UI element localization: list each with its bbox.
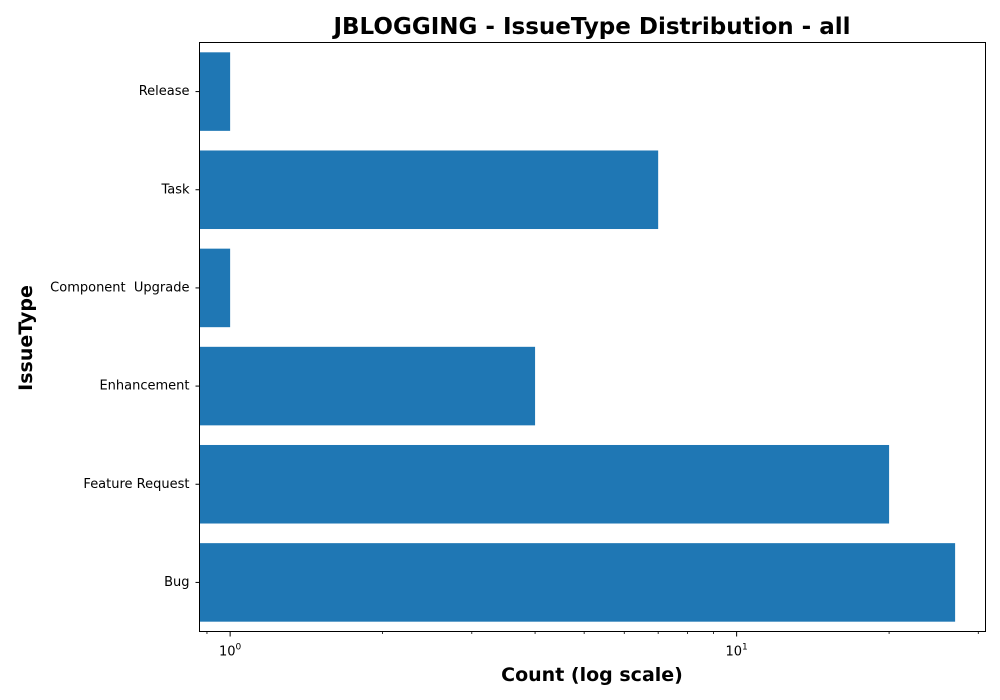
bar — [199, 52, 231, 131]
y-axis: Release Task Component Upgrade Enhancement F… — [50, 84, 200, 590]
y-axis-label: IssueType — [15, 285, 37, 391]
bar — [199, 248, 231, 328]
x-axis-label: Count (log scale) — [501, 664, 683, 686]
y-tick-label: Bug — [164, 575, 189, 590]
chart-title: JBLOGGING - IssueType Distribution - all — [331, 14, 850, 40]
bar — [199, 150, 659, 230]
y-tick-label: Release — [139, 84, 190, 99]
x-tick-label: 101 — [725, 643, 747, 660]
y-tick-label: Task — [160, 182, 190, 197]
y-tick-label: Feature Request — [83, 477, 189, 492]
x-tick-label: 100 — [219, 643, 242, 660]
x-axis: 100 101 — [206, 631, 979, 660]
bar — [199, 346, 536, 426]
plot-area-frame — [199, 42, 986, 632]
y-tick-label: Enhancement — [99, 379, 189, 394]
bar — [199, 543, 956, 622]
bars — [199, 52, 956, 622]
y-tick-label: Component Upgrade — [50, 280, 189, 295]
bar — [199, 444, 890, 524]
